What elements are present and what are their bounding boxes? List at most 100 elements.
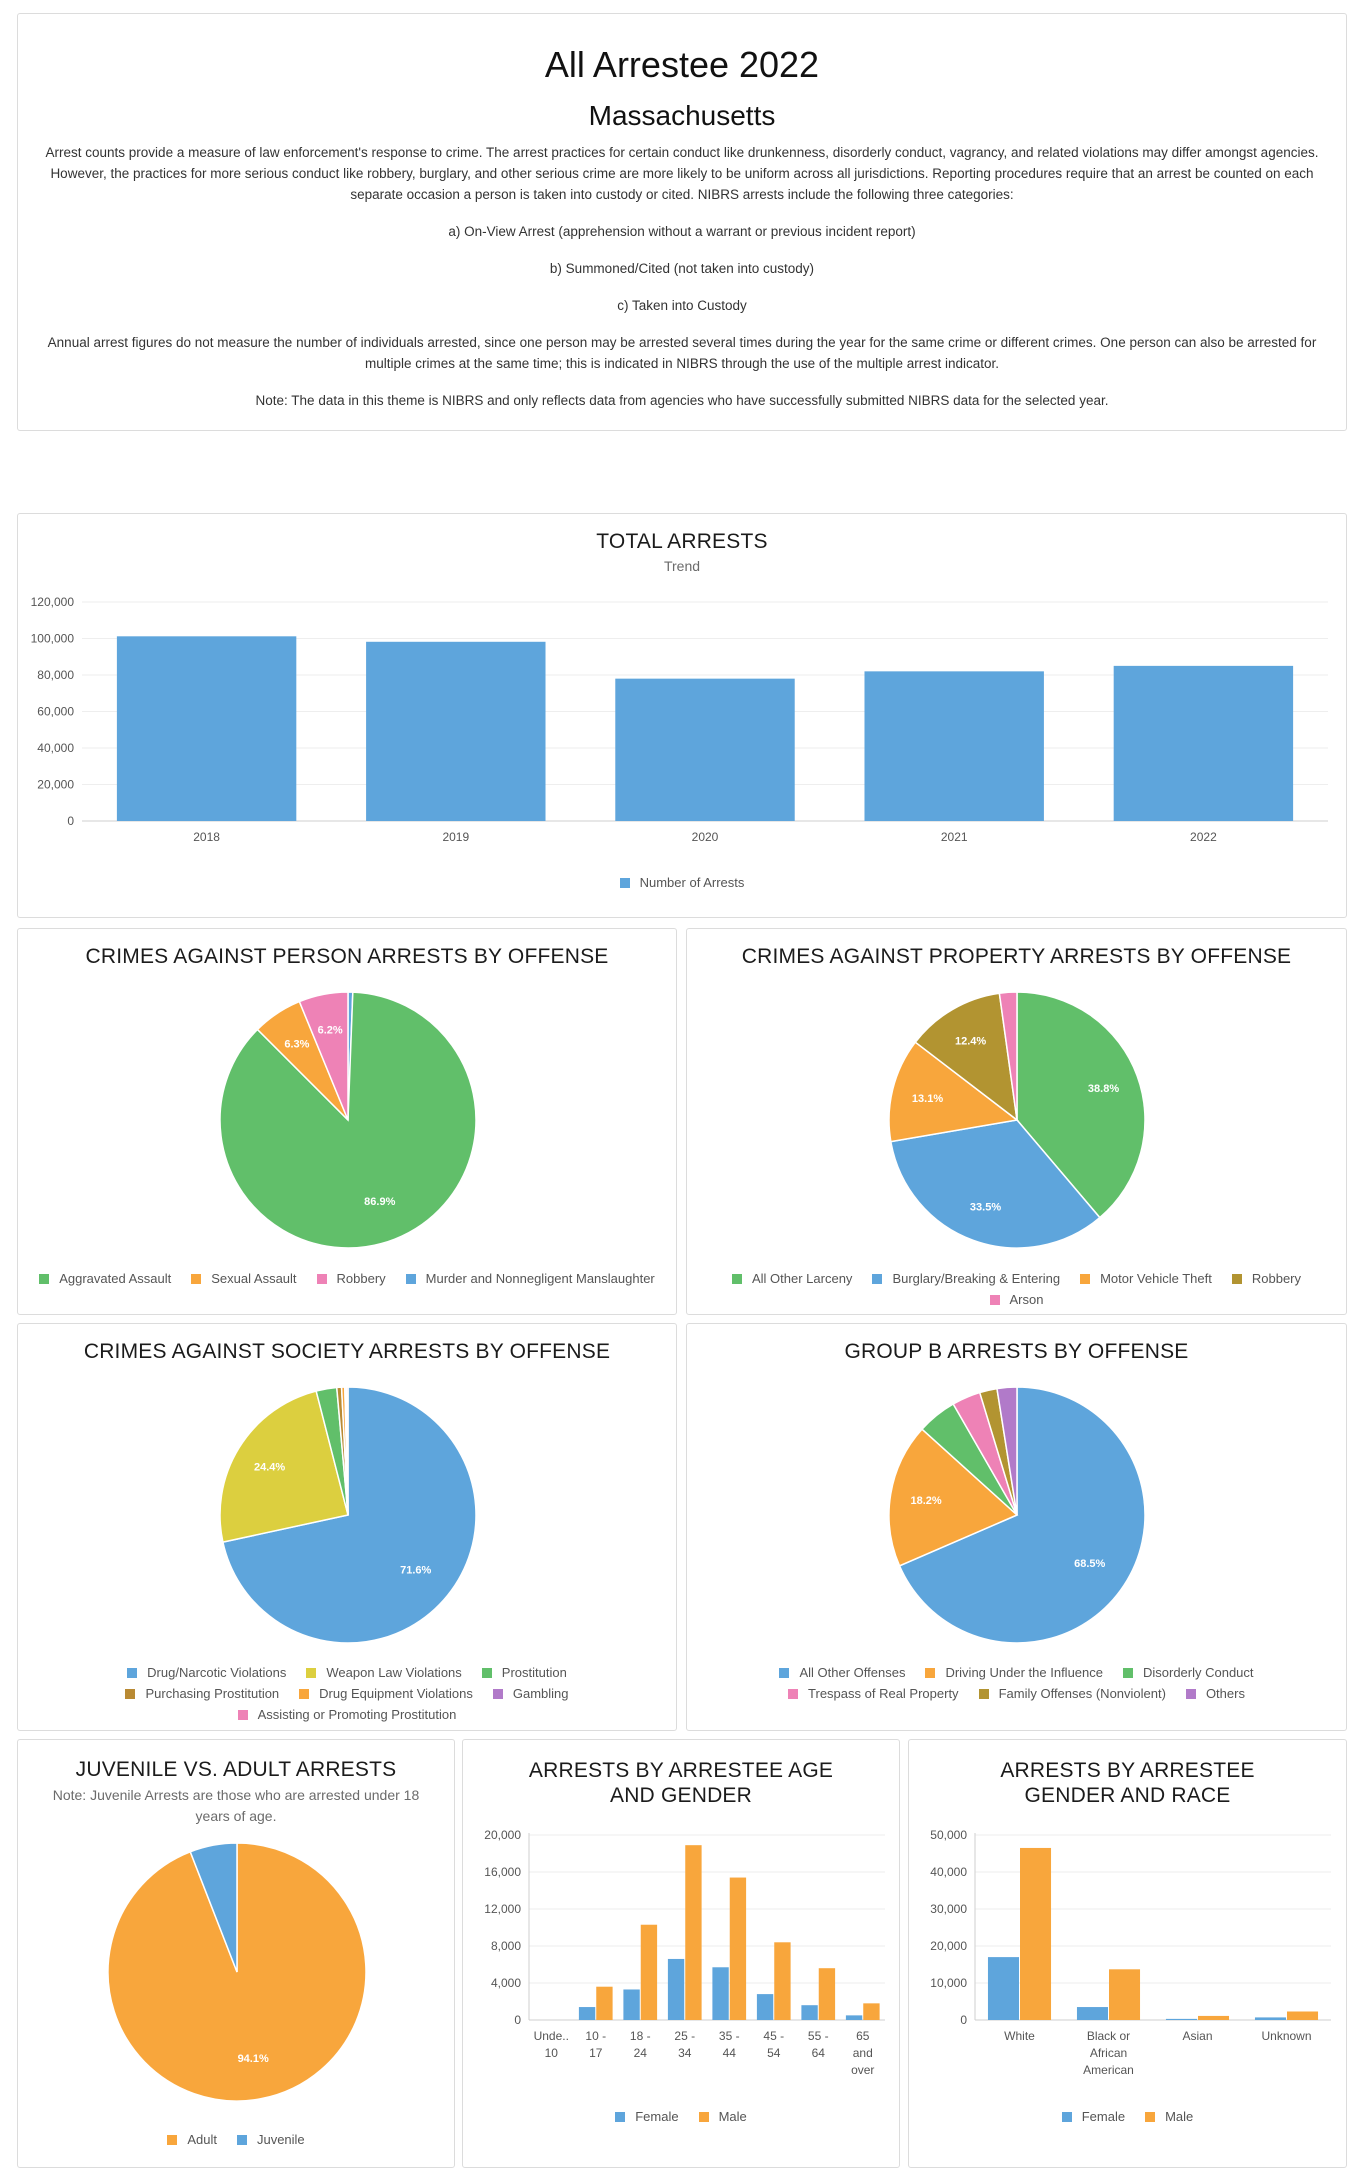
legend-swatch [788, 1689, 799, 1699]
legend-item-motor-vehicle-theft[interactable]: Motor Vehicle Theft [1080, 1268, 1212, 1289]
x-tick-label: 17 [589, 2046, 603, 2060]
legend-label: Drug/Narcotic Violations [147, 1665, 287, 1680]
juvenile-adult-pie: 94.1% [107, 1842, 367, 2102]
legend-item-disorderly-conduct[interactable]: Disorderly Conduct [1122, 1662, 1254, 1683]
legend-label: Gambling [512, 1686, 569, 1701]
legend-label: Female [635, 2109, 679, 2124]
y-tick-label: 0 [514, 2013, 521, 2027]
bar-male [818, 1968, 836, 2020]
legend-item-all-other-offenses[interactable]: All Other Offenses [779, 1662, 905, 1683]
legend-label: Driving Under the Influence [945, 1665, 1103, 1680]
legend-item-prostitution[interactable]: Prostitution [481, 1662, 567, 1683]
legend-swatch [978, 1689, 989, 1699]
x-tick-label: 2021 [941, 830, 968, 844]
legend-item-female[interactable]: Female [615, 2106, 679, 2127]
legend-swatch [236, 2135, 247, 2145]
legend-item-arson[interactable]: Arson [989, 1289, 1043, 1310]
legend-item-others[interactable]: Others [1185, 1683, 1245, 1704]
bar-male [1198, 2015, 1230, 2020]
y-tick-label: 10,000 [930, 1976, 967, 1990]
y-tick-label: 0 [67, 814, 74, 828]
slice-label: 18.2% [910, 1495, 941, 1507]
intro-paragraph: Arrest counts provide a measure of law e… [45, 145, 1319, 202]
slice-label: 24.4% [254, 1462, 285, 1474]
legend-item-gambling[interactable]: Gambling [492, 1683, 569, 1704]
pie-slice-others [996, 1386, 1018, 1516]
legend-item-family-offenses-nonviolent[interactable]: Family Offenses (Nonviolent) [978, 1683, 1166, 1704]
legend-label: All Other Offenses [799, 1665, 906, 1680]
legend-swatch [125, 1689, 136, 1699]
slice-label: 6.2% [318, 1025, 343, 1037]
x-tick-label: Unknown [1261, 2029, 1311, 2043]
x-tick-label: American [1083, 2063, 1134, 2077]
x-tick-label: 2018 [193, 830, 220, 844]
bar-male [1287, 2011, 1319, 2020]
legend-item-assisting-or-promoting-prostitution[interactable]: Assisting or Promoting Prostitution [237, 1704, 456, 1725]
legend-item-male[interactable]: Male [698, 2106, 747, 2127]
legend-item-trespass-of-real-property[interactable]: Trespass of Real Property [788, 1683, 959, 1704]
legend-swatch [1145, 2112, 1156, 2122]
pie-slice-arson [998, 991, 1018, 1121]
age-gender-chart: 0 4,000 8,000 12,000 16,000 20,000 Unde.. 10 10 … [484, 1828, 885, 2077]
legend-label: Sexual Assault [211, 1271, 297, 1286]
legend-label: Male [1165, 2109, 1194, 2124]
legend-item-weapon-law-violations[interactable]: Weapon Law Violations [306, 1662, 462, 1683]
legend-item-murder-and-nonnegligent-manslaughter[interactable]: Murder and Nonnegligent Manslaughter [405, 1268, 655, 1289]
property-offense-pie: 38.8% 33.5% 13.1% 12.4% [888, 991, 1146, 1249]
x-tick-label: White [1004, 2029, 1035, 2043]
legend-item-juvenile[interactable]: Juvenile [236, 2129, 305, 2150]
legend-label: Purchasing Prostitution [145, 1686, 280, 1701]
y-tick-label: 120,000 [31, 595, 75, 609]
bar-male [774, 1942, 791, 2020]
bar-female [623, 1989, 640, 2020]
legend-item-aggravated-assault[interactable]: Aggravated Assault [39, 1268, 171, 1289]
intro-paragraph: c) Taken into Custody [617, 298, 747, 313]
legend-item-purchasing-prostitution[interactable]: Purchasing Prostitution [125, 1683, 279, 1704]
legend-item-driving-under-the-influence[interactable]: Driving Under the Influence [925, 1662, 1103, 1683]
society-offense-pie: 71.6% 24.4% [219, 1386, 477, 1644]
legend-item-drug-narcotic-violations[interactable]: Drug/Narcotic Violations [127, 1662, 286, 1683]
legend-label: Murder and Nonnegligent Manslaughter [425, 1271, 655, 1286]
legend-item-all-other-larceny[interactable]: All Other Larceny [732, 1268, 852, 1289]
bar-number-of-arrests [615, 678, 795, 821]
slice-label: 6.3% [284, 1038, 309, 1050]
legend-item-male[interactable]: Male [1145, 2106, 1193, 2127]
pie-slice-motor-vehicle-theft [888, 1041, 1019, 1143]
chart-title: ARRESTS BY ARRESTEE GENDER AND RACE [1000, 1759, 1255, 1807]
legend-item-burglary-breaking-entering[interactable]: Burglary/Breaking & Entering [872, 1268, 1060, 1289]
y-tick-label: 80,000 [37, 668, 74, 682]
legend-swatch [191, 1274, 202, 1284]
legend-swatch [989, 1295, 1000, 1305]
state-subtitle: Massachusetts [588, 100, 776, 131]
y-tick-label: 4,000 [491, 1976, 521, 1990]
person-offense-card: CRIMES AGAINST PERSON ARRESTS BY OFFENSE… [17, 928, 677, 1315]
legend-swatch [127, 1668, 138, 1678]
x-tick-label: 2019 [442, 830, 469, 844]
x-tick-label: 45 - [763, 2029, 784, 2043]
slice-label: 71.6% [400, 1565, 431, 1577]
intro-paragraph: Note: The data in this theme is NIBRS an… [255, 393, 1109, 408]
legend-label: Prostitution [501, 1665, 567, 1680]
legend-item-sexual-assault[interactable]: Sexual Assault [191, 1268, 297, 1289]
bar-female [667, 1958, 685, 2020]
legend-item-robbery[interactable]: Robbery [316, 1268, 386, 1289]
bar-male [640, 1924, 658, 2020]
legend-item-number-of-arrests[interactable]: Number of Arrests [619, 872, 744, 893]
slice-label: 86.9% [364, 1196, 395, 1208]
x-tick-label: 2020 [692, 830, 719, 844]
gender-race-chart: 0 10,000 20,000 30,000 40,000 50,000 White Blac… [930, 1828, 1331, 2077]
legend-item-adult[interactable]: Adult [167, 2129, 217, 2150]
legend-label: Motor Vehicle Theft [1100, 1271, 1212, 1286]
legend-item-drug-equipment-violations[interactable]: Drug Equipment Violations [299, 1683, 473, 1704]
x-tick-label: 54 [767, 2046, 781, 2060]
chart-legend: Female Male [463, 2106, 899, 2127]
bar-male [685, 1845, 702, 2020]
chart-title: TOTAL ARRESTS [596, 530, 768, 553]
legend-swatch [1061, 2112, 1072, 2122]
legend-swatch [316, 1274, 327, 1284]
groupb-offense-card: GROUP B ARRESTS BY OFFENSE 68.5% 18.2% Al… [686, 1323, 1347, 1731]
legend-item-robbery[interactable]: Robbery [1231, 1268, 1301, 1289]
y-tick-label: 60,000 [37, 705, 74, 719]
legend-item-female[interactable]: Female [1061, 2106, 1125, 2127]
legend-label: Drug Equipment Violations [319, 1686, 473, 1701]
